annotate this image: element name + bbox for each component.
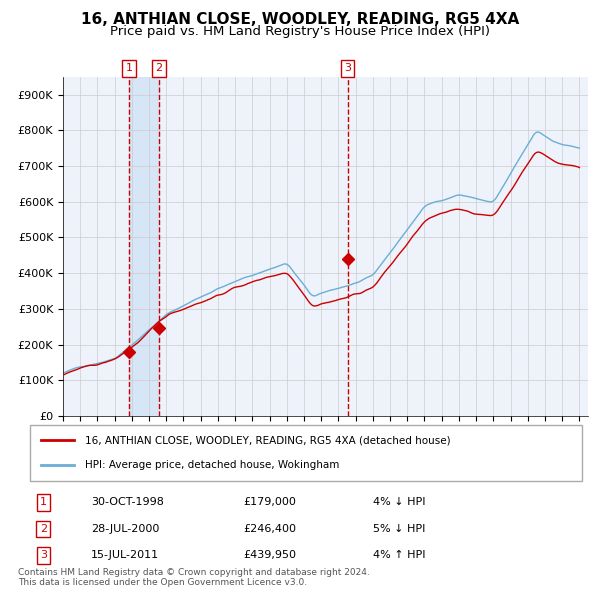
- Text: £246,400: £246,400: [244, 524, 296, 534]
- Text: 15-JUL-2011: 15-JUL-2011: [91, 550, 160, 560]
- Text: 1: 1: [125, 63, 133, 73]
- Text: 2: 2: [155, 63, 163, 73]
- Text: 30-OCT-1998: 30-OCT-1998: [91, 497, 164, 507]
- Text: 4% ↑ HPI: 4% ↑ HPI: [373, 550, 426, 560]
- Text: HPI: Average price, detached house, Wokingham: HPI: Average price, detached house, Woki…: [85, 460, 340, 470]
- Text: 28-JUL-2000: 28-JUL-2000: [91, 524, 160, 534]
- Bar: [129, 77, 159, 416]
- Text: 4% ↓ HPI: 4% ↓ HPI: [373, 497, 426, 507]
- Text: £439,950: £439,950: [244, 550, 296, 560]
- Text: 1: 1: [40, 497, 47, 507]
- Text: 16, ANTHIAN CLOSE, WOODLEY, READING, RG5 4XA (detached house): 16, ANTHIAN CLOSE, WOODLEY, READING, RG5…: [85, 435, 451, 445]
- FancyBboxPatch shape: [30, 425, 582, 481]
- Text: 3: 3: [344, 63, 351, 73]
- Text: 3: 3: [40, 550, 47, 560]
- Text: 5% ↓ HPI: 5% ↓ HPI: [373, 524, 425, 534]
- Text: 2: 2: [40, 524, 47, 534]
- Text: £179,000: £179,000: [244, 497, 296, 507]
- Text: 16, ANTHIAN CLOSE, WOODLEY, READING, RG5 4XA: 16, ANTHIAN CLOSE, WOODLEY, READING, RG5…: [81, 12, 519, 27]
- Text: Contains HM Land Registry data © Crown copyright and database right 2024.
This d: Contains HM Land Registry data © Crown c…: [18, 568, 370, 587]
- Text: Price paid vs. HM Land Registry's House Price Index (HPI): Price paid vs. HM Land Registry's House …: [110, 25, 490, 38]
